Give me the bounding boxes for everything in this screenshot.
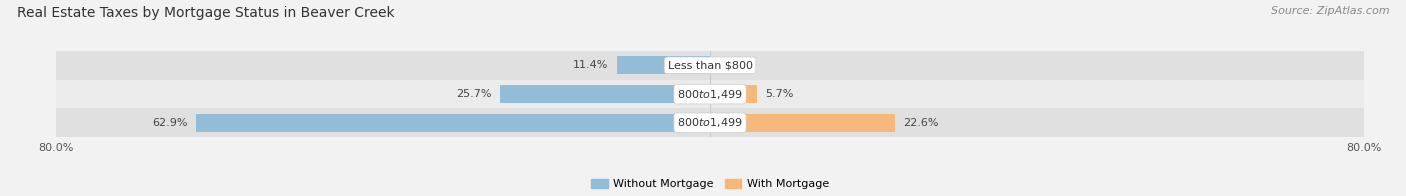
Text: 62.9%: 62.9% (152, 118, 188, 128)
Text: 11.4%: 11.4% (574, 60, 609, 70)
Bar (710, 114, 894, 132)
Legend: Without Mortgage, With Mortgage: Without Mortgage, With Mortgage (586, 174, 834, 194)
Text: Real Estate Taxes by Mortgage Status in Beaver Creek: Real Estate Taxes by Mortgage Status in … (17, 6, 395, 20)
Text: 25.7%: 25.7% (457, 89, 492, 99)
Text: 5.7%: 5.7% (765, 89, 793, 99)
Bar (501, 85, 710, 103)
Bar (710, 85, 756, 103)
Bar (617, 56, 710, 74)
Text: Less than $800: Less than $800 (668, 60, 752, 70)
Bar (56, 51, 1364, 80)
Text: 22.6%: 22.6% (903, 118, 938, 128)
Text: 0.0%: 0.0% (718, 60, 747, 70)
Text: $800 to $1,499: $800 to $1,499 (678, 88, 742, 101)
Text: $800 to $1,499: $800 to $1,499 (678, 116, 742, 129)
Bar (195, 114, 710, 132)
Bar (56, 108, 1364, 137)
Bar (56, 80, 1364, 108)
Text: Source: ZipAtlas.com: Source: ZipAtlas.com (1271, 6, 1389, 16)
